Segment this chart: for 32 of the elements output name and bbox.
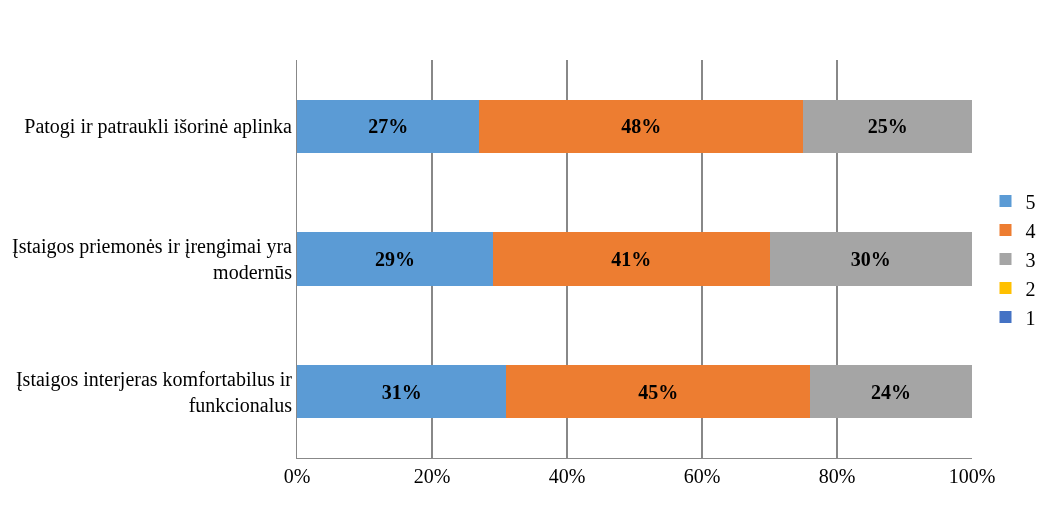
bar — [297, 365, 507, 419]
data-label: 31% — [381, 380, 422, 403]
bar — [479, 99, 804, 153]
y-tick-label: Patogi ir patraukli išorinė aplinka — [24, 115, 293, 139]
x-tick-label: 0% — [283, 465, 311, 487]
x-tick-label: 40% — [548, 465, 586, 487]
x-tick-label: 20% — [413, 465, 451, 487]
data-label: 29% — [374, 248, 415, 270]
data-label: 25% — [867, 115, 908, 138]
bar — [297, 232, 493, 286]
bar — [297, 99, 480, 153]
legend-label: 4 — [1025, 219, 1036, 242]
y-tick-label: Įstaigos priemonės ir įrengimai yra modernūs — [12, 235, 293, 283]
legend-label: 5 — [1025, 190, 1036, 213]
bar — [769, 232, 972, 286]
data-label: 30% — [850, 248, 891, 270]
legend-label: 3 — [1025, 248, 1036, 271]
legend-label: 1 — [1025, 306, 1036, 329]
bar — [492, 232, 770, 286]
x-tick-label: 100% — [948, 465, 996, 487]
data-label: 48% — [621, 115, 662, 138]
data-label: 24% — [871, 380, 911, 403]
x-tick-label: 60% — [683, 465, 721, 487]
legend-label: 2 — [1025, 277, 1036, 300]
data-label: 27% — [368, 115, 409, 138]
x-tick-label: 80% — [818, 465, 856, 487]
data-label: 41% — [611, 248, 652, 270]
bar — [506, 365, 810, 419]
bar — [810, 365, 972, 419]
y-tick-label: Įstaigos interjeras komfortabilus ir funkcionalus — [15, 367, 293, 416]
data-label: 45% — [638, 380, 679, 403]
bar — [803, 99, 972, 153]
